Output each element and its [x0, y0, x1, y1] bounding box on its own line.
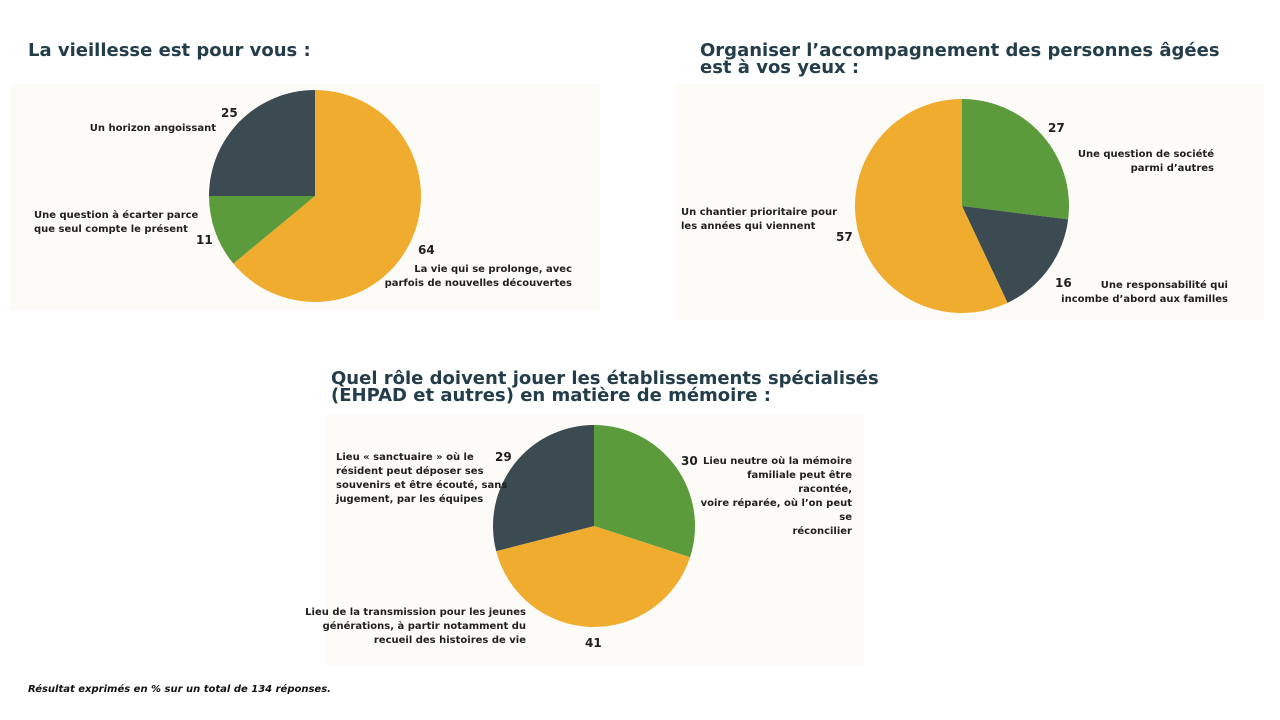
- chart-1-slice-orange: [233, 90, 421, 303]
- chart-2-slice-orange: [854, 98, 1008, 313]
- chart-3-value-slate: 29: [495, 450, 512, 464]
- chart-1-slice-green: [209, 196, 315, 264]
- chart-2-slice-green: [962, 99, 1069, 220]
- chart-1-title: La vieillesse est pour vous :: [28, 40, 311, 61]
- footnote: Résultat exprimés en % sur un total de 1…: [28, 684, 331, 695]
- chart-1-label-slate: Un horizon angoissant: [89, 123, 216, 134]
- chart-2-slice-slate: [962, 206, 1069, 303]
- chart-1-value-orange: 64: [418, 243, 435, 257]
- chart-3-slice-slate: [493, 425, 594, 552]
- chart-3-slice-green: [594, 425, 695, 558]
- chart-2-label-orange: Un chantier prioritaire pour les années …: [681, 207, 838, 232]
- chart-1-label-green: Une question à écarter parce que seul co…: [34, 210, 199, 235]
- chart-2-value-green: 27: [1048, 121, 1065, 135]
- chart-3-label-orange: Lieu de la transmission pour les jeunes …: [305, 607, 526, 646]
- chart-2-label-slate: Une responsabilité qui incombe d’abord a…: [1061, 280, 1228, 305]
- chart-1-value-slate: 25: [221, 106, 238, 120]
- chart-2-title: Organiser l’accompagnement des personnes…: [700, 40, 1220, 78]
- chart-3-title: Quel rôle doivent jouer les établissemen…: [331, 368, 879, 406]
- chart-3-label-slate: Lieu « sanctuaire » où le résident peut …: [336, 452, 508, 505]
- chart-3-value-green: 30: [681, 454, 698, 468]
- chart-3-label-green: Lieu neutre où la mémoire familiale peut…: [700, 456, 852, 537]
- chart-2-value-orange: 57: [836, 230, 853, 244]
- chart-3-slice-orange: [496, 526, 691, 627]
- chart-2-label-green: Une question de société parmi d’autres: [1077, 149, 1214, 174]
- chart-1-slice-slate: [209, 90, 315, 196]
- chart-1-value-green: 11: [196, 233, 213, 247]
- chart-1-label-orange: La vie qui se prolonge, avec parfois de …: [384, 264, 572, 289]
- chart-3-value-orange: 41: [585, 636, 602, 650]
- chart-2-value-slate: 16: [1055, 276, 1072, 290]
